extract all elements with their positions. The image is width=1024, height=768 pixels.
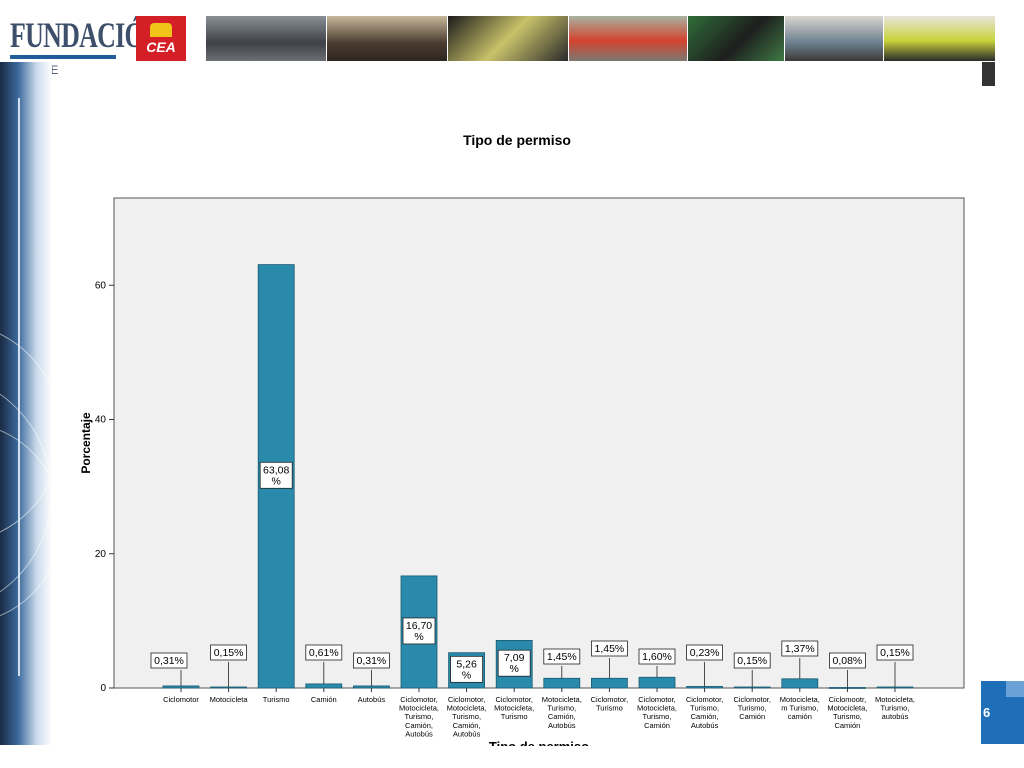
photo-road-map [688, 16, 784, 61]
x-axis-label: Tipo de permiso [489, 739, 589, 746]
photo-edge [982, 62, 995, 86]
data-label: 0,15% [737, 655, 767, 667]
data-label-box [686, 644, 723, 661]
y-tick-label: 0 [100, 683, 106, 694]
bar [876, 686, 914, 689]
cea-badge: CEA [136, 16, 186, 61]
data-label-box [497, 649, 531, 677]
data-label-box [876, 644, 914, 661]
page-corner-accent [1006, 681, 1024, 697]
photo-cyclists [569, 16, 687, 61]
chart-container: Tipo de permiso 0 20 40 60 Porcentaje Tipo de … [52, 96, 980, 746]
bar-chart: Tipo de permiso 0 20 40 60 Porcentaje Tipo de … [79, 132, 965, 746]
data-label: 5,26% [456, 658, 477, 681]
photo-presentation [785, 16, 883, 61]
data-label: 0,08% [833, 655, 863, 667]
data-label: 0,23% [690, 647, 720, 659]
data-label: 16,70% [406, 620, 432, 643]
chart-title: Tipo de permiso [463, 132, 571, 148]
bar [352, 685, 390, 689]
crest-icon [150, 22, 172, 37]
data-label-box [259, 461, 293, 489]
x-tick-label: Ciclomotor, Turismo [591, 695, 629, 713]
data-label: 0,31% [154, 655, 184, 667]
data-label-box [352, 652, 390, 669]
x-tick-label: Ciclomotor, Motocicleta, Turismo [494, 695, 534, 721]
data-label-box [305, 644, 343, 661]
data-label: 0,61% [309, 647, 339, 659]
x-tick-label: Ciclomootr, Motocicleta, Turismo, Camión [827, 695, 867, 730]
data-label-box [638, 648, 676, 665]
page-number-box: 6 [981, 681, 1024, 744]
data-label-box [402, 617, 436, 645]
data-label-box [733, 652, 771, 669]
data-label: 7,09% [504, 652, 525, 675]
bar [638, 676, 676, 689]
x-tick-label: Ciclomotor [163, 695, 199, 704]
data-label-box [591, 640, 628, 657]
photo-officer [884, 16, 995, 61]
data-label-box [450, 655, 484, 683]
bar [305, 683, 343, 689]
page-number: 6 [983, 705, 991, 720]
x-tick-label: Motocicleta, m Turismo, camión [780, 695, 820, 721]
x-tick-label: Ciclomotor, Motocicleta, Turismo, Camión [637, 695, 677, 730]
x-tick-label: Ciclomotor, Turismo, Camión, Autobús [686, 695, 724, 730]
x-tick-label: Camión [311, 695, 337, 704]
photo-crash-dummy [448, 16, 568, 61]
data-label: 1,37% [785, 643, 815, 655]
x-tick-label: Ciclomotor, Motocicleta, Turismo, Camión, Au… [447, 695, 487, 738]
bar [162, 685, 200, 689]
y-tick-label: 40 [95, 415, 107, 426]
bar [781, 678, 819, 689]
left-decor-panel [0, 62, 52, 745]
x-tick-label: Motocicleta [210, 695, 249, 704]
data-label-box [781, 640, 819, 657]
photo-traffic [206, 16, 326, 61]
data-label-box [543, 648, 581, 665]
logo-underline [10, 55, 116, 59]
bar [543, 677, 581, 689]
data-label: 0,15% [880, 647, 910, 659]
data-label-box [210, 644, 248, 661]
data-label: 0,31% [357, 655, 387, 667]
x-tick-label: Turismo [263, 695, 290, 704]
data-label: 1,45% [547, 651, 577, 663]
data-label: 0,15% [214, 647, 244, 659]
y-axis-label: Porcentaje [79, 412, 93, 474]
x-tick-label: Ciclomotor, Turismo, Camión [733, 695, 771, 721]
x-tick-label: Autobús [358, 695, 386, 704]
bar [733, 686, 771, 689]
data-label-box [150, 652, 188, 669]
x-tick-label: Ciclomotor, Motocicleta, Turismo, Camión, Au… [399, 695, 439, 738]
x-tick-label: Motocicleta, Turismo, autobús [875, 695, 915, 721]
y-tick-label: 20 [95, 549, 107, 560]
slide-header: FUNDACIÓN JOSE CEA [0, 0, 1024, 77]
data-label: 63,08% [263, 464, 289, 487]
bar [686, 686, 723, 689]
y-tick-label: 60 [95, 280, 107, 291]
data-label: 1,45% [595, 643, 625, 655]
data-label-box [829, 652, 866, 669]
cea-badge-text: CEA [146, 38, 176, 55]
plot-area [113, 197, 965, 689]
photo-classroom [327, 16, 447, 61]
bar [210, 686, 248, 689]
bar [591, 677, 628, 689]
x-tick-label: Motocicleta, Turismo, Camión, Autobús [542, 695, 582, 730]
data-label: 1,60% [642, 651, 672, 663]
